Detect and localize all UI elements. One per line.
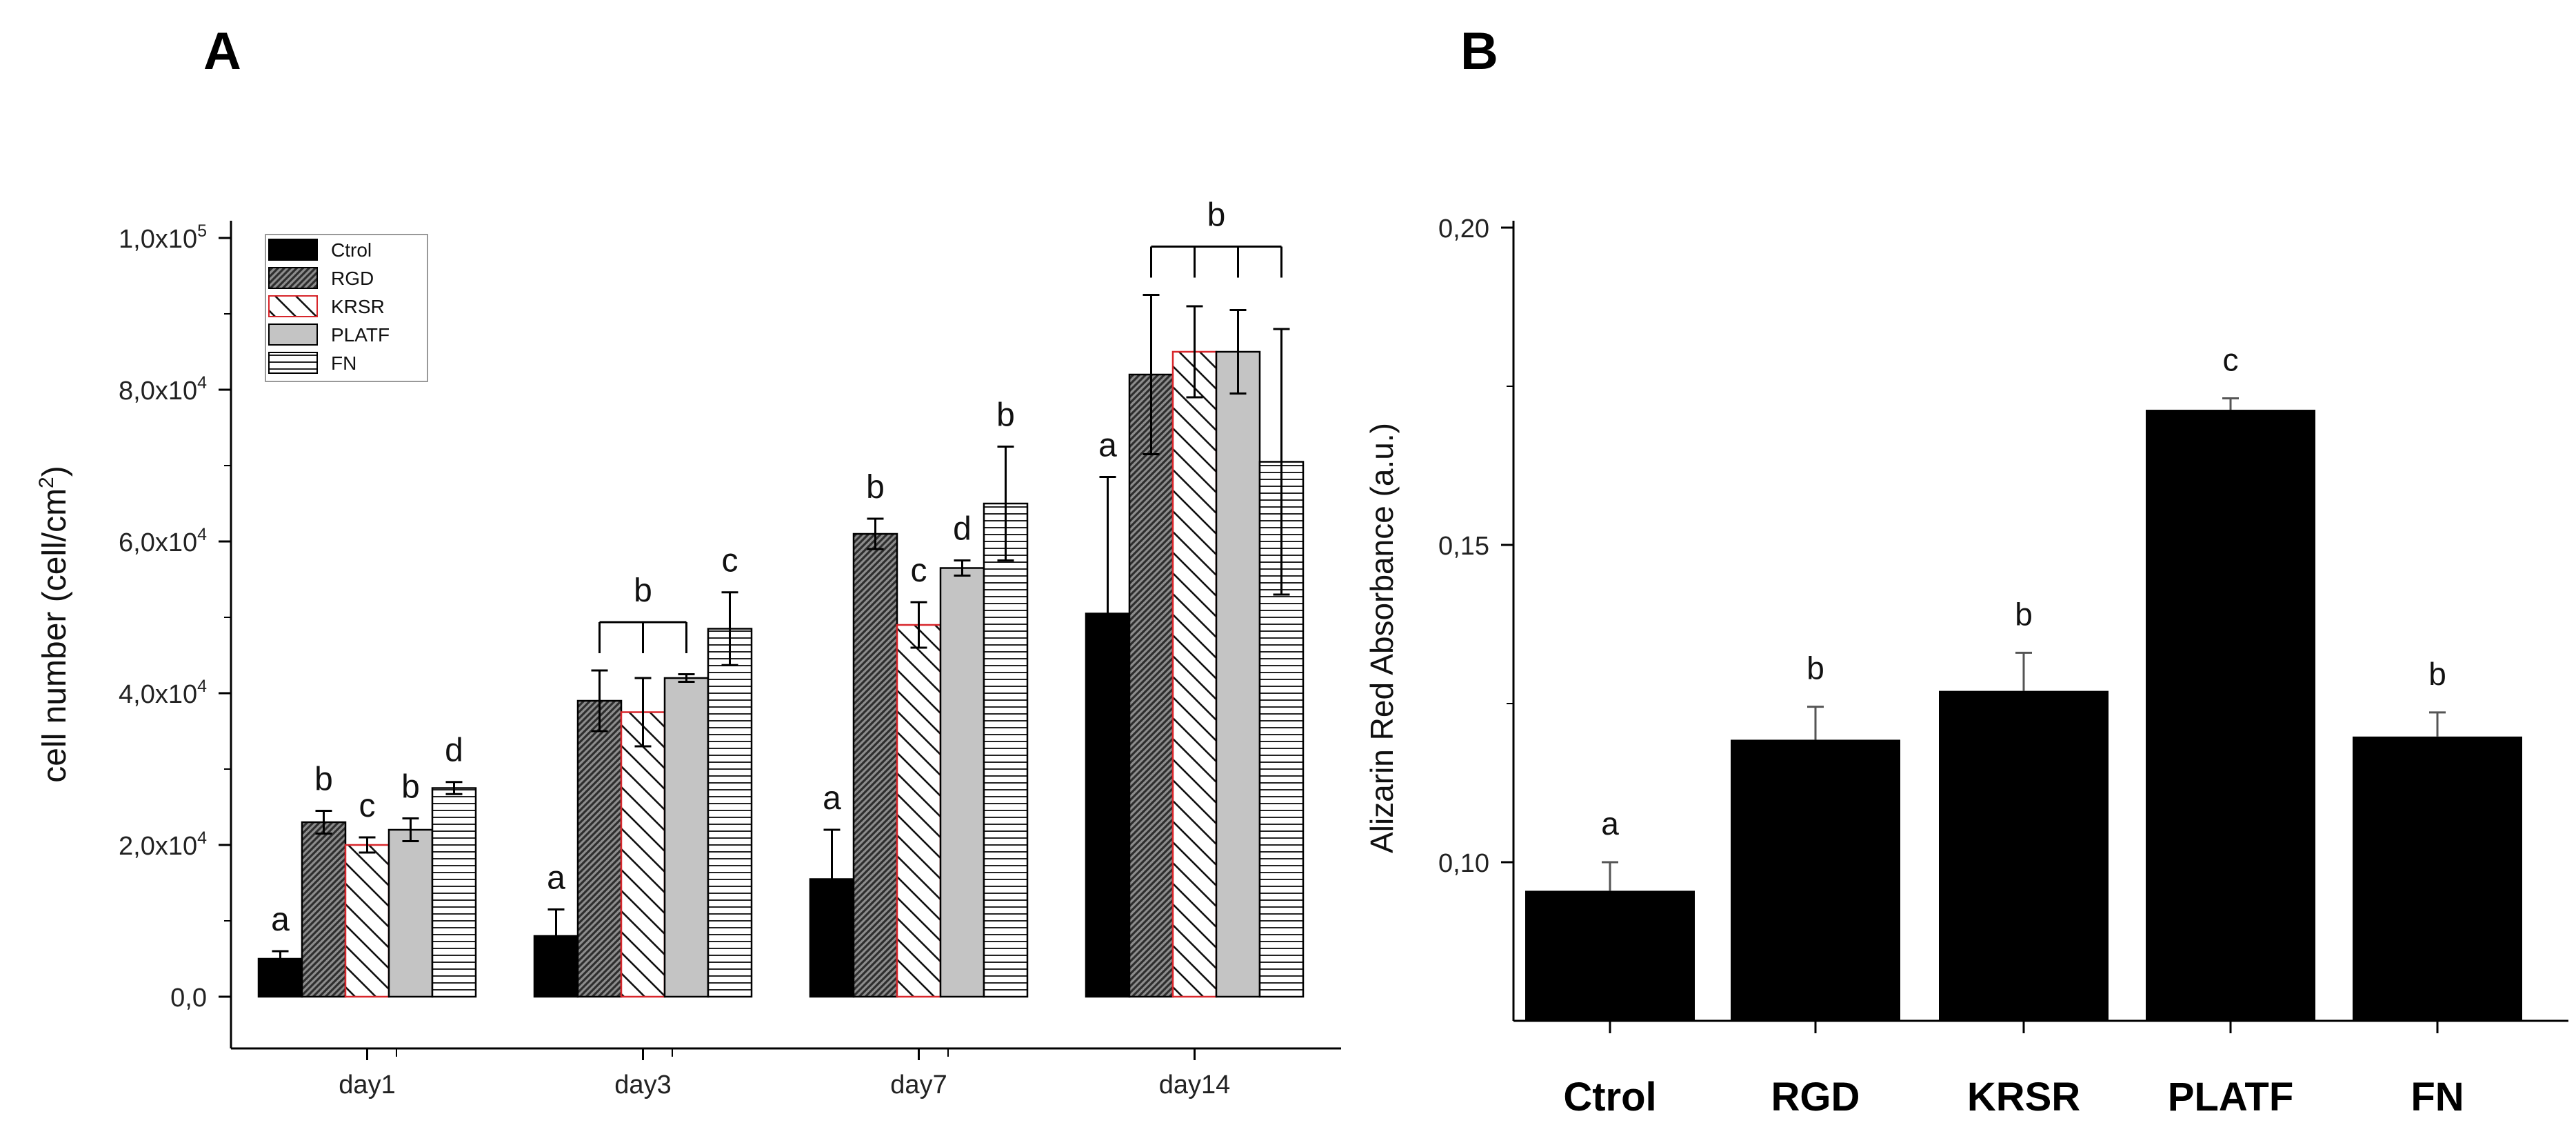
- significance-letter-ctrol-day14: a: [1098, 428, 1117, 464]
- y-tick-label-a: 2,0x104: [119, 828, 207, 861]
- y-tick-label-text: 8,0x10: [119, 377, 197, 406]
- significance-letter-fn-day3: c: [722, 543, 738, 579]
- y-axis-label-tail: ): [37, 466, 73, 477]
- x-tick-label-platf: PLATF: [2168, 1075, 2294, 1119]
- y-tick-label-exp: 4: [197, 828, 207, 848]
- y-tick-label-b: 0,10: [1438, 849, 1489, 878]
- y-tick-label-b: 0,15: [1438, 532, 1489, 561]
- bar-krsr-day1: [344, 844, 390, 998]
- x-tick-label-rgd: RGD: [1771, 1075, 1860, 1119]
- y-tick-label-text: 0,0: [170, 984, 207, 1013]
- legend-label-rgd: RGD: [331, 268, 374, 289]
- bar-rgd-day1: [301, 821, 347, 998]
- y-tick-label-exp: 4: [197, 677, 207, 696]
- chart-b: 0,10 0,15 0,20 Alizarin Red Absorbance (a.u…: [1364, 215, 2568, 1119]
- y-axis-label-a: cell number (cell/cm2): [35, 466, 73, 782]
- bar-rgd-day3: [576, 699, 623, 998]
- bar-rgd: [1731, 739, 1900, 1021]
- x-tick-label-day1: day1: [339, 1071, 395, 1099]
- legend-swatch-platf: [268, 323, 318, 346]
- bar-fn-day3: [707, 628, 753, 998]
- legend-label-fn: FN: [331, 352, 356, 374]
- legend-swatch-ctrol: [268, 239, 318, 261]
- legend-a: Ctrol RGD KRSR PLATF FN: [265, 234, 428, 382]
- bar-platf-day1: [388, 828, 434, 998]
- bar-platf-day14: [1215, 350, 1261, 998]
- y-tick-label-text: 4,0x10: [119, 680, 197, 709]
- legend-swatch-fn: [268, 352, 318, 374]
- significance-letter-platf-day7: d: [953, 511, 972, 548]
- significance-letter-krsr-day7: c: [911, 552, 927, 589]
- y-tick-label-exp: 4: [197, 373, 207, 392]
- significance-letter-platf: c: [2223, 341, 2239, 377]
- significance-letter-rgd-day7: b: [866, 469, 885, 506]
- bar-krsr-day7: [896, 624, 942, 998]
- bracket-letter-day3: b: [634, 572, 652, 609]
- significance-letter-fn-day7: b: [996, 397, 1015, 434]
- y-tick-label-text: 2,0x10: [119, 832, 197, 861]
- x-tick-label-fn: FN: [2411, 1075, 2464, 1119]
- y-tick-label-text: 6,0x10: [119, 528, 197, 557]
- x-tick-label-day14: day14: [1159, 1071, 1231, 1099]
- y-tick-label-a: 1,0x105: [119, 221, 207, 254]
- legend-label-krsr: KRSR: [331, 296, 385, 317]
- y-tick-label-a: 4,0x104: [119, 677, 207, 709]
- y-tick-label-a: 0,0: [170, 984, 207, 1013]
- significance-letter-fn: b: [2428, 656, 2446, 692]
- legend-label-ctrol: Ctrol: [331, 239, 372, 261]
- bar-fn-day1: [431, 787, 477, 998]
- chart-a: 0,02,0x1044,0x1046,0x1048,0x1041,0x105ce…: [35, 197, 1341, 1099]
- x-tick-label-day3: day3: [614, 1071, 671, 1099]
- y-tick-label-exp: 4: [197, 525, 207, 544]
- panel-a-label: A: [203, 22, 241, 81]
- significance-letter-krsr-day1: c: [359, 788, 376, 824]
- y-tick-label-exp: 5: [197, 221, 207, 241]
- significance-letter-fn-day1: d: [445, 733, 463, 769]
- significance-letter-rgd: b: [1807, 650, 1824, 686]
- x-tick-label-krsr: KRSR: [1967, 1075, 2080, 1119]
- y-tick-label-a: 8,0x104: [119, 373, 207, 406]
- panel-b-label: B: [1460, 22, 1498, 81]
- significance-letter-ctrol-day1: a: [271, 902, 290, 938]
- significance-letter-ctrol-day3: a: [547, 860, 565, 897]
- significance-letter-rgd-day1: b: [314, 761, 333, 798]
- y-tick-label-b: 0,20: [1438, 215, 1489, 243]
- x-tick-label-ctrol: Ctrol: [1563, 1075, 1656, 1119]
- significance-letter-krsr: b: [2015, 596, 2033, 632]
- legend-swatch-krsr: [268, 295, 318, 317]
- y-axis-label-text: cell number (cell/cm: [37, 488, 73, 783]
- bar-rgd-day7: [852, 532, 898, 998]
- bar-fn: [2353, 736, 2522, 1021]
- y-axis-label-sup: 2: [35, 477, 58, 488]
- significance-letter-platf-day1: b: [401, 769, 420, 806]
- significance-letter-ctrol: a: [1601, 806, 1619, 842]
- bar-krsr: [1939, 690, 2109, 1021]
- bar-krsr-day14: [1171, 350, 1218, 998]
- bar-platf-day3: [663, 677, 710, 998]
- y-axis-label-b: Alizarin Red Absorbance (a.u.): [1364, 423, 1400, 853]
- legend-swatch-rgd: [268, 267, 318, 289]
- bar-ctrol: [1525, 890, 1695, 1021]
- bar-fn-day7: [983, 502, 1029, 998]
- y-tick-label-a: 6,0x104: [119, 525, 207, 557]
- bar-platf-day7: [939, 567, 985, 998]
- y-tick-label-text: 1,0x10: [119, 225, 197, 254]
- bracket-letter-day14: b: [1207, 197, 1226, 234]
- legend-label-platf: PLATF: [331, 324, 390, 346]
- bar-platf: [2146, 410, 2315, 1021]
- bar-rgd-day14: [1128, 373, 1174, 998]
- significance-letter-ctrol-day7: a: [823, 780, 841, 817]
- x-tick-label-day7: day7: [890, 1071, 947, 1099]
- bar-krsr-day3: [620, 711, 666, 998]
